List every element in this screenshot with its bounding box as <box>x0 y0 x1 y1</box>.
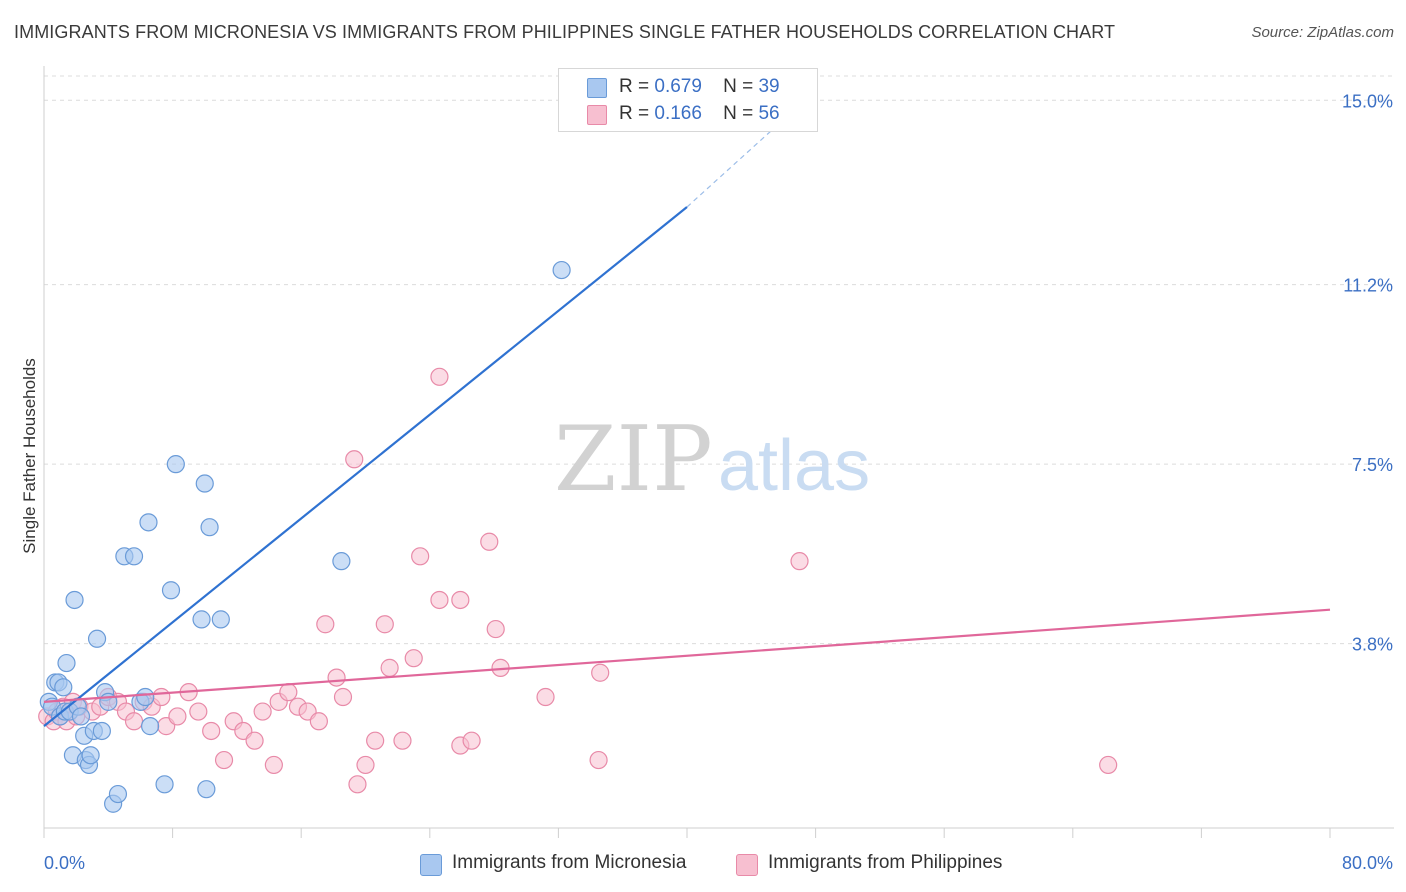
philippines-legend-swatch <box>736 854 758 876</box>
tick-labels: 3.8% 7.5% 11.2% 15.0% 0.0% 80.0% <box>44 91 1393 873</box>
philippines-point-20 <box>168 707 187 726</box>
philippines-point-15 <box>124 712 144 731</box>
gridlines <box>44 75 1394 645</box>
correlation-legend: R = 0.679 N = 39 R = 0.166 N = 56 <box>558 68 818 132</box>
micronesia-point-10 <box>65 590 84 610</box>
philippines-point-43 <box>380 658 399 677</box>
micronesia-point-31 <box>161 581 181 600</box>
y-tick-label-0: 3.8% <box>1352 635 1393 655</box>
philippines-point-23 <box>202 721 221 741</box>
x-tick-label-min: 0.0% <box>44 853 85 873</box>
y-tick-label-1: 7.5% <box>1352 455 1393 475</box>
philippines-point-58 <box>790 552 809 571</box>
philippines-point-22 <box>189 702 208 721</box>
philippines-point-52 <box>480 532 499 551</box>
philippines-point-56 <box>589 750 608 770</box>
philippines-point-53 <box>486 619 505 639</box>
y-tick-label-2: 11.2% <box>1343 276 1393 296</box>
n-value-philippines: 56 <box>758 103 780 124</box>
micronesia-swatch <box>587 78 607 98</box>
micronesia-legend-swatch <box>420 854 442 876</box>
micronesia-point-39 <box>552 260 571 280</box>
philippines-point-47 <box>430 590 449 610</box>
micronesia-point-16 <box>81 746 100 765</box>
x-tick-label-max: 80.0% <box>1342 853 1393 873</box>
philippines-point-35 <box>316 615 335 634</box>
n-value-micronesia: 39 <box>758 76 780 97</box>
philippines-point-18 <box>152 687 171 707</box>
philippines-point-31 <box>279 683 298 702</box>
philippines-point-45 <box>404 649 423 668</box>
n-label: N = <box>723 103 754 124</box>
micronesia-point-29 <box>140 717 160 736</box>
philippines-legend-label: Immigrants from Philippines <box>768 852 1003 873</box>
philippines-trend-line <box>43 608 1331 703</box>
philippines-point-38 <box>345 450 364 469</box>
philippines-point-51 <box>462 731 481 750</box>
r-value-micronesia: 0.679 <box>654 76 702 97</box>
r-value-philippines: 0.166 <box>654 103 702 124</box>
philippines-point-59 <box>1099 755 1118 775</box>
micronesia-point-19 <box>92 721 111 741</box>
philippines-point-34 <box>309 712 328 731</box>
philippines-point-57 <box>591 663 610 682</box>
r-label: R = <box>619 76 650 97</box>
micronesia-trend-line <box>43 206 688 727</box>
watermark-zip: ZIP <box>554 407 713 512</box>
philippines-point-41 <box>366 731 385 750</box>
n-label: N = <box>723 76 754 97</box>
micronesia-point-32 <box>166 455 185 474</box>
philippines-point-48 <box>430 367 449 386</box>
micronesia-point-18 <box>87 629 107 648</box>
philippines-point-27 <box>245 731 264 750</box>
micronesia-point-37 <box>211 610 230 629</box>
micronesia-point-38 <box>332 552 351 571</box>
micronesia-points <box>39 260 571 813</box>
philippines-point-39 <box>348 775 367 794</box>
micronesia-point-33 <box>192 610 211 629</box>
micronesia-point-35 <box>197 780 216 799</box>
micronesia-point-23 <box>108 784 128 804</box>
micronesia-point-36 <box>200 518 219 537</box>
chart-title: IMMIGRANTS FROM MICRONESIA VS IMMIGRANTS… <box>14 22 1116 42</box>
micronesia-point-5 <box>54 678 73 697</box>
watermark-atlas: atlas <box>718 426 870 506</box>
micronesia-point-30 <box>155 775 174 794</box>
philippines-point-50 <box>451 590 470 610</box>
philippines-point-40 <box>356 755 375 775</box>
micronesia-point-27 <box>136 687 155 707</box>
philippines-point-46 <box>411 547 430 566</box>
micronesia-point-12 <box>71 707 91 726</box>
y-tick-label-3: 15.0% <box>1342 91 1393 111</box>
micronesia-point-7 <box>57 653 76 673</box>
micronesia-point-34 <box>195 474 214 493</box>
micronesia-point-25 <box>124 547 144 566</box>
source-credit: Source: ZipAtlas.com <box>1251 24 1394 41</box>
watermark: ZIP atlas <box>554 407 870 512</box>
philippines-point-28 <box>253 702 272 721</box>
philippines-point-55 <box>536 687 555 707</box>
r-label: R = <box>619 103 650 124</box>
philippines-point-42 <box>375 615 394 634</box>
philippines-point-37 <box>333 687 353 707</box>
philippines-point-44 <box>393 731 412 750</box>
micronesia-legend-label: Immigrants from Micronesia <box>452 852 687 873</box>
philippines-point-36 <box>327 668 346 687</box>
y-axis-label: Single Father Households <box>20 358 39 554</box>
micronesia-point-28 <box>139 513 158 532</box>
philippines-point-29 <box>264 755 283 775</box>
philippines-swatch <box>587 105 607 125</box>
philippines-point-24 <box>214 750 234 770</box>
